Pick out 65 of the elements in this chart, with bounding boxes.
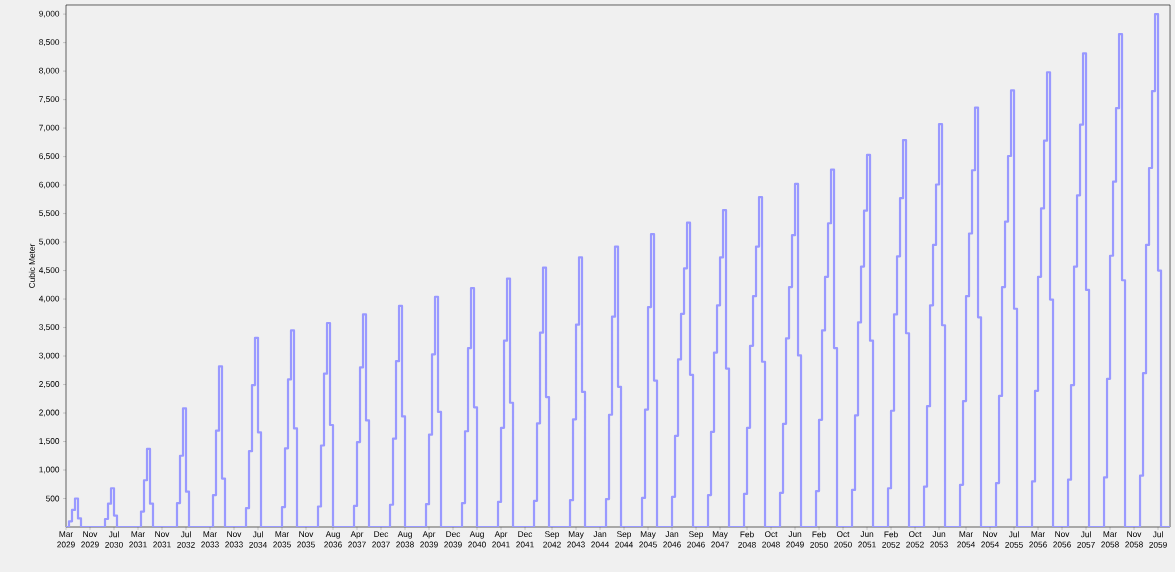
x-tick-label: Feb 2050 xyxy=(810,531,828,548)
x-tick-label: Nov 2058 xyxy=(1125,531,1143,548)
x-tick-label: Oct 2052 xyxy=(906,531,924,548)
x-tick-label: Mar 2035 xyxy=(273,531,291,548)
x-tick-label: Jun 2051 xyxy=(858,531,876,548)
x-tick-label: May 2045 xyxy=(639,531,657,548)
x-tick-label: Dec 2039 xyxy=(444,531,462,548)
x-tick-label: Jun 2049 xyxy=(786,531,804,548)
y-tick-label: 7,500 xyxy=(39,96,60,104)
x-tick-label: Dec 2037 xyxy=(372,531,390,548)
y-tick-label: 4,000 xyxy=(38,295,60,303)
x-tick-label: Sep 2046 xyxy=(687,531,705,548)
x-tick-label: Nov 2054 xyxy=(981,531,999,548)
y-tick-label: 8,500 xyxy=(39,39,60,47)
y-tick-label: 3,000 xyxy=(39,352,60,360)
x-tick-label: Nov 2029 xyxy=(81,531,99,548)
y-tick-label: 6,500 xyxy=(39,153,60,160)
x-tick-label: Apr 2037 xyxy=(348,531,366,548)
x-tick-label: Nov 2035 xyxy=(297,531,315,548)
x-tick-label: Aug 2036 xyxy=(324,531,342,548)
x-tick-label: Jul 2059 xyxy=(1149,531,1167,548)
x-tick-label: Mar 2054 xyxy=(957,531,975,548)
x-tick-label: Jan 2046 xyxy=(663,531,681,548)
y-tick-label: 2,000 xyxy=(39,409,60,417)
y-tick-label: 3,500 xyxy=(39,324,60,331)
x-tick-label: Mar 2033 xyxy=(201,531,219,548)
x-tick-label: Nov 2056 xyxy=(1053,531,1071,548)
y-tick-label: 1,000 xyxy=(39,466,60,474)
x-tick-label: Sep 2044 xyxy=(615,531,633,548)
y-axis-title: Cubic Meter xyxy=(28,243,35,288)
x-tick-label: Apr 2039 xyxy=(420,531,438,548)
y-tick-label: 9,000 xyxy=(39,10,60,18)
x-tick-label: Mar 2058 xyxy=(1101,531,1119,548)
x-tick-label: Feb 2048 xyxy=(738,531,756,548)
x-tick-label: Mar 2029 xyxy=(57,531,75,548)
y-tick-label: 4,500 xyxy=(38,267,60,274)
x-tick-label: Oct 2050 xyxy=(834,531,852,548)
x-tick-label: Jul 2057 xyxy=(1077,531,1095,548)
x-tick-label: Jul 2030 xyxy=(105,531,123,548)
x-tick-label: Jun 2053 xyxy=(930,531,948,548)
x-tick-label: Jul 2034 xyxy=(249,531,267,548)
y-tick-label: 6,000 xyxy=(39,181,60,189)
y-tick-label: 7,000 xyxy=(39,124,60,132)
x-tick-label: May 2043 xyxy=(567,531,585,548)
x-tick-label: Jan 2044 xyxy=(591,531,609,548)
x-tick-label: May 2047 xyxy=(711,531,729,548)
x-tick-label: Mar 2031 xyxy=(129,531,147,548)
y-tick-label: 500 xyxy=(46,495,60,502)
y-tick-label: 8,000 xyxy=(39,67,60,75)
x-tick-label: Jul 2055 xyxy=(1005,531,1023,548)
x-tick-label: Jul 2032 xyxy=(177,531,195,548)
x-tick-label: Nov 2031 xyxy=(153,531,171,548)
x-tick-label: Oct 2048 xyxy=(762,531,780,548)
y-tick-label: 1,500 xyxy=(39,438,60,445)
x-tick-label: Sep 2042 xyxy=(543,531,561,548)
x-tick-label: Dec 2041 xyxy=(516,531,534,548)
x-tick-label: Nov 2033 xyxy=(225,531,243,548)
x-tick-label: Aug 2040 xyxy=(468,531,486,548)
y-tick-label: 5,000 xyxy=(39,238,60,246)
x-tick-label: Feb 2052 xyxy=(882,531,900,548)
y-tick-label: 5,500 xyxy=(39,210,60,217)
x-tick-label: Apr 2041 xyxy=(492,531,510,548)
x-tick-label: Mar 2056 xyxy=(1029,531,1047,548)
y-tick-label: 2,500 xyxy=(39,381,60,388)
x-tick-label: Aug 2038 xyxy=(396,531,414,548)
